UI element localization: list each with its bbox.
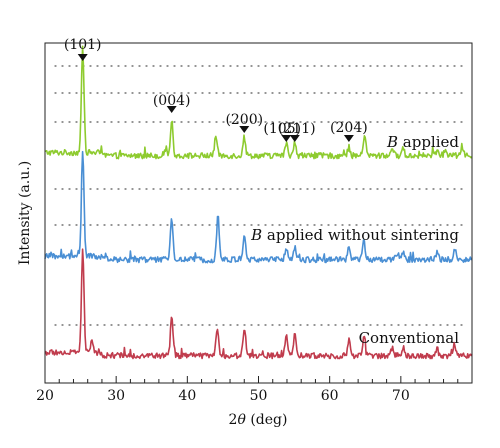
y-axis-title: Intensity (a.u.) xyxy=(17,161,33,265)
peak-marker xyxy=(343,135,354,142)
series-label-b-applied: B applied xyxy=(386,133,459,151)
x-tick-label: 30 xyxy=(107,388,125,404)
peak-marker xyxy=(166,106,177,113)
x-axis-ticks: 20 30 40 50 60 70 xyxy=(36,376,473,404)
peak-marker xyxy=(281,135,292,142)
peak-marker xyxy=(77,54,88,61)
series-line xyxy=(44,248,473,360)
x-tick-label: 70 xyxy=(392,388,410,404)
peak-marker xyxy=(289,135,300,142)
x-tick-label: 40 xyxy=(178,388,196,404)
x-axis-title: 2θ (deg) xyxy=(229,412,288,428)
series-traces xyxy=(44,45,473,360)
peak-label: (204) xyxy=(330,120,368,136)
peak-label: (211) xyxy=(278,121,316,137)
peak-label: (105) xyxy=(263,121,301,137)
peak-label: (101) xyxy=(64,37,102,53)
series-label-conventional: Conventional xyxy=(359,329,460,347)
peak-markers: (101) (004) (200)(105)(211) (204) xyxy=(64,37,368,142)
series-line xyxy=(44,150,473,264)
x-tick-label: 20 xyxy=(36,388,54,404)
x-tick-label: 50 xyxy=(250,388,268,404)
peak-label: (200) xyxy=(225,112,263,128)
series-line xyxy=(44,45,473,160)
peak-marker xyxy=(239,126,250,133)
x-tick-label: 60 xyxy=(321,388,339,404)
series-label-without-sintering: B applied without sintering xyxy=(250,226,459,244)
reference-lines xyxy=(54,65,465,326)
peak-label: (004) xyxy=(153,93,191,109)
